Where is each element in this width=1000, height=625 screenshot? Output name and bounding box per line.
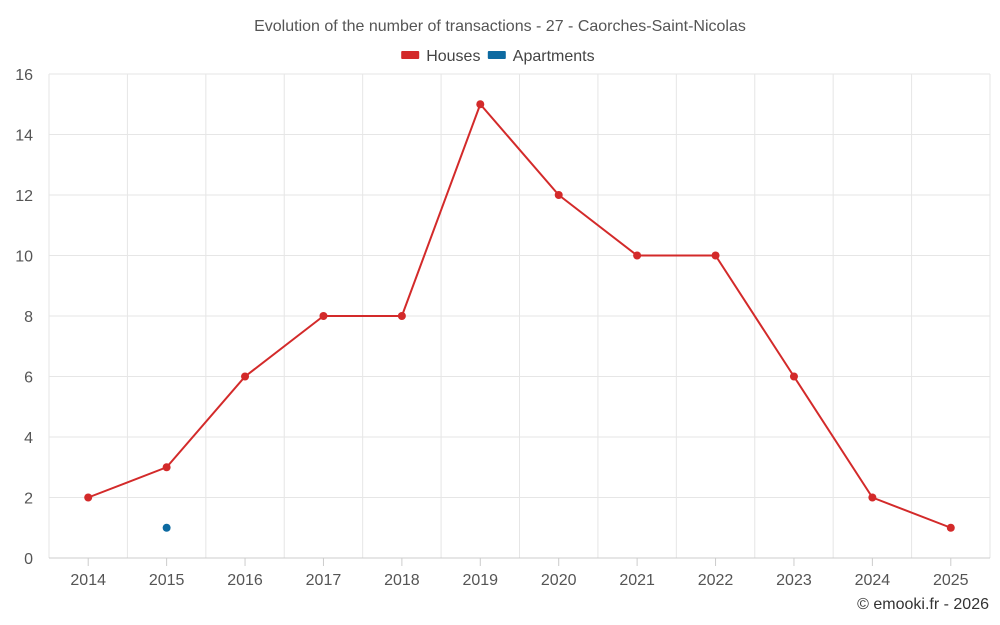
y-tick-label: 8 xyxy=(24,309,33,326)
data-point-houses xyxy=(633,251,642,260)
x-tick-label: 2022 xyxy=(698,572,734,589)
data-point-houses xyxy=(84,493,93,502)
legend: Houses Apartments xyxy=(401,48,595,65)
y-axis: 0 2 4 6 8 10 12 14 16 xyxy=(15,67,33,568)
x-tick-label: 2021 xyxy=(619,572,655,589)
credit-text[interactable]: © emooki.fr - 2026 xyxy=(857,596,989,613)
legend-label-apartments: Apartments xyxy=(513,48,595,65)
legend-swatch-houses xyxy=(401,51,420,59)
y-tick-label: 12 xyxy=(15,188,33,205)
legend-label-houses: Houses xyxy=(426,48,480,65)
y-tick-label: 6 xyxy=(24,370,33,387)
x-axis: 2014 2015 2016 2017 2018 2019 2020 2021 2022 2023… xyxy=(70,558,969,589)
x-tick-label: 2024 xyxy=(855,572,891,589)
grid-lines xyxy=(48,73,991,559)
x-tick-label: 2015 xyxy=(149,572,185,589)
data-point-houses xyxy=(397,312,406,320)
data-point-houses xyxy=(946,523,955,532)
data-point-houses xyxy=(554,191,563,199)
data-point-houses xyxy=(476,100,485,109)
y-tick-label: 4 xyxy=(24,430,33,447)
x-tick-label: 2018 xyxy=(384,572,420,589)
x-tick-label: 2014 xyxy=(70,572,106,589)
legend-item-apartments[interactable]: Apartments xyxy=(487,48,595,65)
data-point-houses xyxy=(162,463,171,472)
data-point-apartments xyxy=(162,523,171,532)
data-point-houses xyxy=(789,372,798,381)
data-point-houses xyxy=(241,372,250,381)
data-point-houses xyxy=(868,493,877,502)
x-tick-label: 2019 xyxy=(462,572,498,589)
y-tick-label: 14 xyxy=(15,128,33,145)
series-layer xyxy=(84,100,955,532)
x-tick-label: 2025 xyxy=(933,572,969,589)
data-point-houses xyxy=(711,251,720,260)
x-tick-label: 2016 xyxy=(227,572,263,589)
y-tick-label: 16 xyxy=(15,67,33,84)
series-line-houses xyxy=(87,103,952,529)
x-tick-label: 2020 xyxy=(541,572,577,589)
x-tick-label: 2023 xyxy=(776,572,812,589)
chart-title: Evolution of the number of transactions … xyxy=(254,18,746,35)
y-tick-label: 2 xyxy=(24,491,33,508)
series-houses xyxy=(84,100,955,532)
y-tick-label: 10 xyxy=(15,249,33,266)
x-tick-label: 2017 xyxy=(306,572,342,589)
legend-swatch-apartments xyxy=(487,51,506,59)
legend-item-houses[interactable]: Houses xyxy=(401,48,480,65)
series-apartments xyxy=(162,523,171,532)
data-point-houses xyxy=(319,312,328,320)
y-tick-label: 0 xyxy=(24,551,33,568)
